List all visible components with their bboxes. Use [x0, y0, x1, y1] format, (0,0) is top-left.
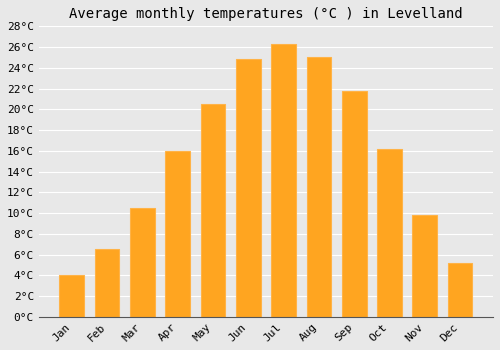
Title: Average monthly temperatures (°C ) in Levelland: Average monthly temperatures (°C ) in Le… [69, 7, 462, 21]
Bar [306, 57, 331, 317]
Bar [342, 91, 366, 317]
Bar [166, 151, 190, 317]
Bar [130, 208, 155, 317]
Bar [60, 275, 84, 317]
Bar [236, 60, 260, 317]
Bar [200, 104, 226, 317]
Bar [448, 263, 472, 317]
Bar [271, 44, 296, 317]
Bar [377, 149, 402, 317]
Bar [412, 215, 437, 317]
Bar [94, 249, 120, 317]
